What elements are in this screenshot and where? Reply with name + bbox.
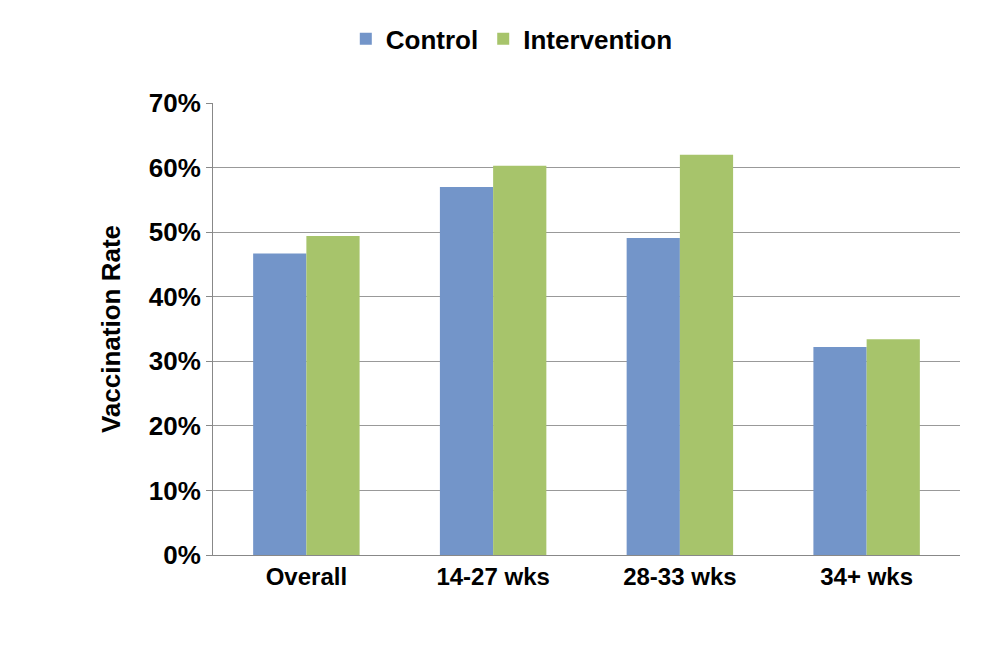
svg-text:60%: 60% xyxy=(149,153,201,183)
svg-text:0%: 0% xyxy=(163,540,201,570)
svg-text:70%: 70% xyxy=(149,88,201,118)
svg-text:40%: 40% xyxy=(149,282,201,312)
svg-text:Intervention: Intervention xyxy=(523,25,672,55)
svg-text:30%: 30% xyxy=(149,346,201,376)
svg-text:Control: Control xyxy=(386,25,478,55)
svg-text:14-27 wks: 14-27 wks xyxy=(436,563,549,590)
svg-text:20%: 20% xyxy=(149,411,201,441)
svg-text:Vaccination Rate: Vaccination Rate xyxy=(96,225,126,433)
svg-text:10%: 10% xyxy=(149,476,201,506)
svg-text:50%: 50% xyxy=(149,217,201,247)
svg-text:Overall: Overall xyxy=(266,563,347,590)
svg-text:34+ wks: 34+ wks xyxy=(820,563,913,590)
svg-text:28-33 wks: 28-33 wks xyxy=(623,563,736,590)
